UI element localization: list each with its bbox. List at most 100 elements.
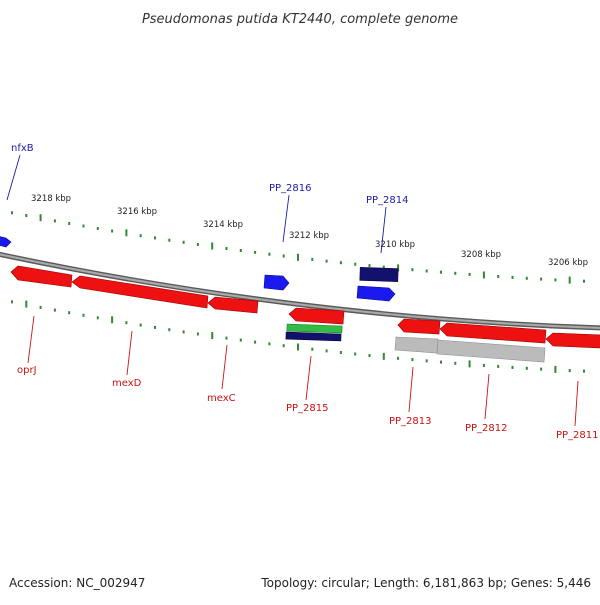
ruler-tick [211,242,214,250]
ruler-tick [268,342,271,346]
gene-label-PP_2813[interactable]: PP_2813 [389,416,432,427]
ruler-tick [482,363,485,367]
gene-labels: nfxB PP_2816 PP_2814 oprJ mexD mexC PP_2… [11,143,599,441]
ruler-tick [82,313,85,317]
ruler-tick [39,214,42,222]
ruler-tick [339,351,342,354]
ruler-tick [68,311,71,315]
ruler-tick [211,332,214,340]
gene-mexC-arrow[interactable] [207,296,259,314]
gene-label-mexD[interactable]: mexD [112,378,142,389]
gene-label-PP_2816[interactable]: PP_2816 [269,183,312,194]
gene-nfxB-arrow[interactable] [0,236,12,248]
gene-label-nfxB[interactable]: nfxB [11,143,34,154]
feature-PP_2814-dark[interactable] [359,267,399,282]
ruler-tick [554,278,557,282]
ruler-tick [511,275,514,279]
ruler-tick [154,325,156,329]
feature-PP_2815-green[interactable] [286,323,343,334]
ruler-tick [425,269,428,273]
ruler-tick [254,250,257,254]
ruler-tick [154,236,156,240]
ruler-tick [397,264,400,272]
ruler-tick [282,254,285,258]
ruler-label-3214: 3214 kbp [203,220,243,230]
ruler-tick [583,369,585,373]
ruler-tick [354,352,357,356]
ruler-tick [382,352,385,360]
ruler-tick [482,271,485,279]
feature-PP_2815-dark[interactable] [285,331,342,342]
ruler-tick [440,270,442,274]
ruler-tick [525,366,528,370]
ruler-tick [354,262,357,266]
ruler-tick [583,279,585,283]
ruler-tick [325,259,328,263]
gene-PP_2812-arrow[interactable] [439,322,547,344]
ruler-tick [39,305,42,309]
ruler-tick [125,321,128,325]
ruler-labels: 3218 kbp 3216 kbp 3214 kbp 3212 kbp 3210… [31,194,588,268]
feature-PP_2813-grey[interactable] [394,336,439,354]
ruler-tick [196,332,199,336]
ruler-tick [511,365,514,369]
ruler-tick [325,349,328,353]
ruler-tick [297,253,299,261]
gene-mexD-arrow[interactable] [71,275,209,309]
gene-label-mexC[interactable]: mexC [207,393,236,404]
gene-label-oprJ[interactable]: oprJ [17,365,37,376]
ruler-tick [82,224,85,228]
ruler-tick [239,249,242,252]
ruler-tick [25,300,28,308]
label-leader-lines [6,154,579,427]
ruler-tick [282,344,285,348]
ruler-tick [468,360,471,368]
reverse-strand-features [10,265,600,363]
ruler-tick [196,243,199,246]
ruler-tick [368,264,371,268]
ruler-tick [311,257,314,261]
ruler-label-3218: 3218 kbp [31,194,71,204]
gene-label-PP_2812[interactable]: PP_2812 [465,423,508,434]
ruler-tick [68,222,71,225]
ruler-tick [311,347,314,351]
ruler-tick [168,238,171,242]
ruler-label-3208: 3208 kbp [461,250,501,260]
ruler-label-3216: 3216 kbp [117,207,157,217]
outer-tick-row [11,211,585,284]
ruler-tick [497,364,500,368]
ruler-tick [96,316,99,320]
ruler-tick [568,276,571,284]
ruler-tick [454,271,457,275]
ruler-label-3212: 3212 kbp [289,231,329,241]
ruler-tick [297,343,299,351]
ruler-tick [339,261,342,265]
ruler-tick [568,369,571,373]
ruler-tick [139,323,142,327]
gene-PP_2811-arrow[interactable] [545,332,600,349]
gene-PP_2814-arrow[interactable] [356,285,396,302]
ruler-tick [397,356,400,360]
ruler-tick [139,234,142,238]
inner-tick-row [11,300,585,373]
ruler-tick [11,211,13,215]
ruler-tick [239,338,242,342]
gene-label-PP_2814[interactable]: PP_2814 [366,195,409,206]
ruler-tick [225,247,228,250]
ruler-tick [111,229,114,233]
gene-label-PP_2815[interactable]: PP_2815 [286,403,329,414]
ruler-tick [440,360,442,364]
ruler-tick [225,336,228,340]
ruler-tick [11,300,13,304]
ruler-tick [53,308,56,312]
genome-backbone [0,251,600,331]
ruler-tick [540,367,543,371]
ruler-tick [468,272,471,276]
gene-PP_2815-arrow[interactable] [288,307,345,325]
ruler-tick [497,275,500,278]
gene-PP_2813-arrow[interactable] [397,318,441,335]
gene-oprJ-arrow[interactable] [10,265,73,288]
gene-label-PP_2811[interactable]: PP_2811 [556,430,599,441]
feature-PP_2812-grey[interactable] [436,339,546,363]
gene-PP_2816-arrow[interactable] [263,274,290,291]
